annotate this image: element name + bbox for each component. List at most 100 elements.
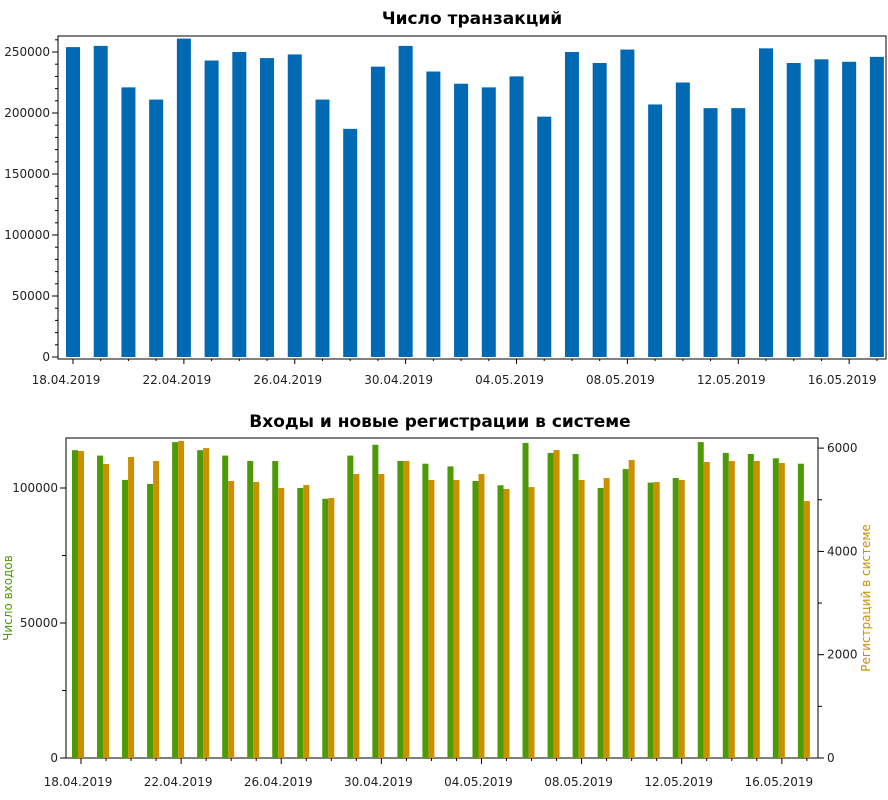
x-tick-label: 12.05.2019 bbox=[697, 373, 766, 387]
bar bbox=[842, 61, 857, 357]
bar-logins bbox=[747, 453, 754, 758]
bar-registrations bbox=[428, 480, 435, 758]
y-tick-label: 250000 bbox=[4, 45, 50, 59]
y-tick-label: 200000 bbox=[4, 106, 50, 120]
bar bbox=[648, 104, 663, 358]
y-right-tick-label: 4000 bbox=[827, 544, 858, 558]
bar-logins bbox=[147, 483, 154, 758]
bar-registrations bbox=[753, 461, 760, 758]
bar-logins bbox=[722, 452, 729, 758]
x-tick-label: 26.04.2019 bbox=[253, 373, 322, 387]
plot-frame bbox=[65, 437, 819, 759]
bar-registrations bbox=[178, 441, 185, 758]
y-tick-label: 0 bbox=[42, 350, 50, 364]
bar bbox=[287, 54, 302, 357]
y-right-axis-label: Регистраций в системе bbox=[859, 524, 873, 672]
bar bbox=[703, 108, 718, 358]
x-tick-label: 22.04.2019 bbox=[144, 775, 213, 789]
bar bbox=[537, 116, 552, 357]
bar bbox=[315, 99, 330, 357]
bar bbox=[66, 47, 80, 358]
bar-registrations bbox=[578, 480, 585, 758]
x-tick-label: 12.05.2019 bbox=[644, 775, 713, 789]
y-tick-label: 100000 bbox=[4, 228, 50, 242]
bar bbox=[232, 52, 247, 357]
bar-logins bbox=[697, 442, 704, 758]
bar bbox=[426, 71, 441, 358]
bar-logins bbox=[572, 453, 579, 758]
y-right-tick-label: 6000 bbox=[827, 441, 858, 455]
x-tick-label: 30.04.2019 bbox=[364, 373, 433, 387]
bar bbox=[398, 45, 413, 358]
bar-registrations bbox=[453, 480, 460, 758]
x-tick-label: 16.05.2019 bbox=[744, 775, 813, 789]
transactions-chart: Число транзакций 0 50000 100000 150000 20000… bbox=[4, 9, 887, 387]
bar bbox=[149, 99, 164, 357]
y-left-tick-label: 50000 bbox=[20, 616, 58, 630]
bar-registrations bbox=[253, 482, 260, 758]
bar-registrations bbox=[228, 481, 235, 758]
bar-logins bbox=[72, 450, 78, 758]
bar-logins bbox=[647, 482, 654, 758]
y-right-tick-label: 0 bbox=[827, 751, 835, 765]
bar-logins bbox=[322, 498, 329, 758]
bar bbox=[343, 128, 358, 357]
bar bbox=[121, 87, 136, 357]
y-tick-label: 50000 bbox=[12, 289, 50, 303]
plot-frame bbox=[57, 35, 887, 360]
bar bbox=[93, 45, 108, 358]
bar-logins bbox=[772, 458, 779, 758]
bar-registrations bbox=[603, 478, 610, 758]
bar-logins bbox=[622, 469, 629, 758]
x-tick-label: 18.04.2019 bbox=[32, 373, 101, 387]
bar-logins bbox=[372, 444, 379, 758]
bar-logins bbox=[447, 466, 454, 758]
bar-logins bbox=[222, 455, 229, 758]
bar-logins bbox=[247, 461, 254, 758]
bar-registrations bbox=[103, 464, 110, 758]
bar-logins bbox=[797, 463, 804, 758]
bar bbox=[814, 59, 829, 357]
bar-registrations bbox=[353, 474, 360, 758]
y-left-tick-label: 100000 bbox=[12, 481, 58, 495]
x-tick-label: 26.04.2019 bbox=[244, 775, 313, 789]
y-tick-label: 150000 bbox=[4, 167, 50, 181]
bar bbox=[675, 82, 690, 357]
bar-logins bbox=[422, 463, 429, 758]
bar-registrations bbox=[328, 497, 335, 758]
bar-logins bbox=[122, 479, 129, 758]
bar bbox=[370, 66, 385, 357]
bar bbox=[454, 83, 469, 357]
bar-registrations bbox=[203, 448, 210, 758]
bar-logins bbox=[597, 488, 604, 758]
y-right-tick-label: 2000 bbox=[827, 648, 858, 662]
chart-title: Число транзакций bbox=[382, 9, 562, 29]
bar-logins bbox=[172, 442, 179, 758]
bar-logins bbox=[297, 488, 304, 758]
bar bbox=[260, 58, 275, 357]
bar-logins bbox=[672, 478, 679, 758]
bar-registrations bbox=[403, 461, 410, 758]
bar-logins bbox=[547, 452, 554, 758]
x-tick-label: 18.04.2019 bbox=[44, 775, 113, 789]
x-tick-label: 30.04.2019 bbox=[344, 775, 413, 789]
x-tick-label: 16.05.2019 bbox=[808, 373, 877, 387]
bar-logins bbox=[272, 461, 279, 758]
bar bbox=[204, 60, 219, 357]
bar-logins bbox=[397, 461, 404, 758]
x-tick-label: 22.04.2019 bbox=[143, 373, 212, 387]
bar bbox=[564, 52, 579, 357]
bar-registrations bbox=[78, 450, 84, 758]
bar-registrations bbox=[653, 482, 660, 758]
bar-registrations bbox=[678, 480, 685, 758]
bar-registrations bbox=[703, 461, 710, 758]
bar-registrations bbox=[628, 460, 635, 758]
bar-registrations bbox=[478, 474, 485, 758]
bar bbox=[869, 56, 884, 357]
x-tick-label: 04.05.2019 bbox=[475, 373, 544, 387]
bar bbox=[759, 48, 773, 358]
bar-logins bbox=[347, 455, 354, 758]
bar-registrations bbox=[803, 501, 810, 758]
bar-logins bbox=[472, 480, 479, 758]
